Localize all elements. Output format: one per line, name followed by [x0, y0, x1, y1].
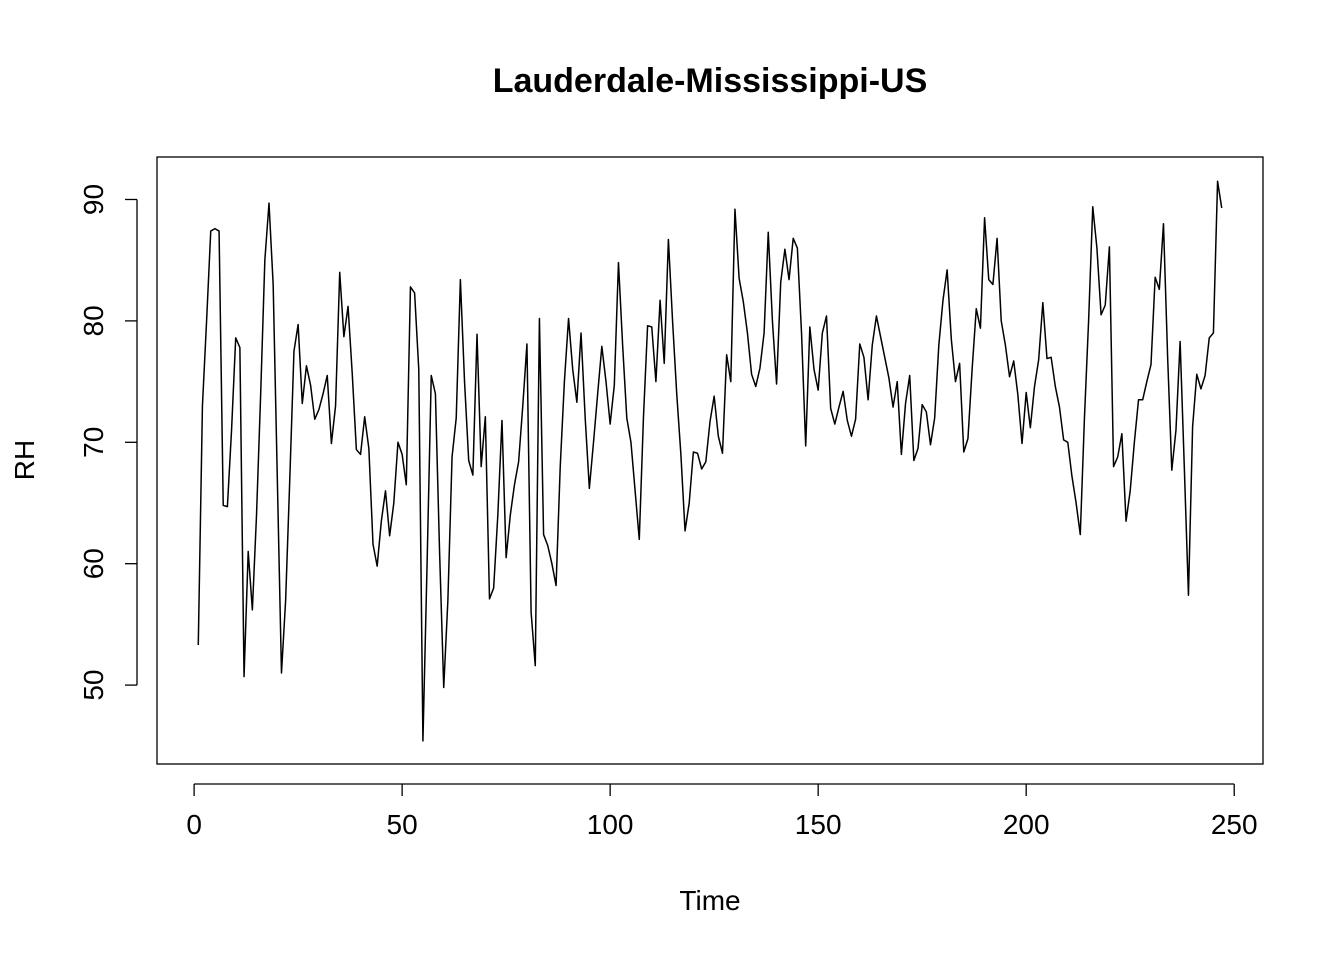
- y-axis-label: RH: [9, 440, 40, 480]
- plot-area-frame: [156, 156, 1264, 765]
- x-tick-label: 50: [387, 809, 418, 840]
- chart-title: Lauderdale-Mississippi-US: [493, 62, 928, 100]
- x-tick-label: 250: [1211, 809, 1258, 840]
- y-tick-label: 70: [78, 427, 109, 458]
- x-tick-label: 0: [186, 809, 202, 840]
- x-tick-label: 150: [795, 809, 842, 840]
- x-axis-label: Time: [679, 885, 740, 916]
- y-tick-label: 90: [78, 184, 109, 215]
- y-tick-label: 60: [78, 548, 109, 579]
- y-tick-label: 80: [78, 305, 109, 336]
- x-axis: 0 50 100 150 200 250: [186, 783, 1258, 840]
- y-tick-label: 50: [78, 670, 109, 701]
- series-layer: [197, 180, 1223, 742]
- y-axis: 50 60 70 80 90: [78, 184, 138, 701]
- series-line-1: [197, 180, 1223, 742]
- x-tick-label: 200: [1003, 809, 1050, 840]
- x-tick-label: 100: [587, 809, 634, 840]
